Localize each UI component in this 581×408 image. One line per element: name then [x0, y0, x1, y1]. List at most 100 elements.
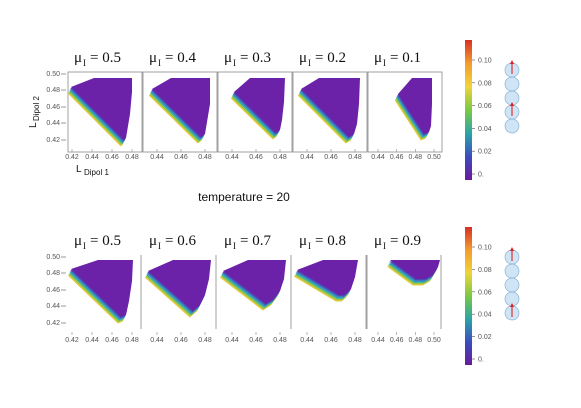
feasible-region: [148, 260, 211, 311]
panel-frame: [292, 71, 368, 153]
y-tick-label: 0.48: [46, 87, 60, 94]
x-tick-label: 0.46: [105, 337, 119, 344]
panel-title-sub: I: [158, 58, 161, 68]
feasible-region: [223, 260, 286, 304]
x-tick-label: 0.46: [324, 337, 338, 344]
panel-frame: [217, 71, 293, 153]
colorbar-tick-label: 0.04: [478, 126, 492, 133]
x-tick-label: 0.44: [150, 337, 164, 344]
y-axis-label-sub: Dipol 2: [32, 96, 41, 121]
panel-title-value: = 0.3: [240, 50, 271, 66]
x-tick-label: 0.48: [198, 154, 212, 161]
panel-title-value: = 0.8: [315, 233, 346, 249]
x-axis-label-main: L: [76, 164, 82, 175]
x-tick-label: 0.48: [348, 154, 362, 161]
panel-title-mu: μ: [149, 233, 157, 249]
panel-top-2: μ I = 0.4 0.44 0.46 0.48: [142, 50, 218, 161]
colorbar-tick-label: 0.10: [478, 58, 492, 65]
x-tick-label: 0.42: [65, 337, 79, 344]
feasible-region: [390, 260, 440, 279]
x-tick-label: 0.48: [198, 337, 212, 344]
feasible-region: [297, 260, 358, 295]
x-tick-label: 0.42: [65, 154, 79, 161]
x-tick-label: 0.46: [174, 154, 188, 161]
colorbar: [465, 227, 472, 365]
panel-bottom-1: μ I = 0.5 0.42 0.44 0.46 0.48: [65, 233, 142, 344]
panel-top-5: μ I = 0.1 0.44 0.46 0.48 0.50: [367, 50, 443, 161]
panel-title-sub: I: [383, 58, 386, 68]
x-tick-label: 0.44: [300, 337, 314, 344]
panel-title-value: = 0.9: [390, 233, 421, 249]
bead: [504, 118, 520, 134]
colorbar-tick-label: 0.02: [478, 149, 492, 156]
dipole-arrow-head: [510, 102, 514, 106]
x-tick-label: 0.48: [409, 337, 423, 344]
x-tick-label: 0.48: [348, 337, 362, 344]
dipole-arrow-head: [510, 60, 514, 64]
x-tick-label: 0.44: [85, 154, 99, 161]
x-tick-label: 0.46: [174, 337, 188, 344]
panel-title-value: = 0.5: [90, 50, 121, 66]
panel-top-3: μ I = 0.3 0.44 0.46 0.48: [217, 50, 293, 161]
bead: [504, 76, 520, 92]
x-tick-label: 0.44: [225, 154, 239, 161]
panel-title-value: = 0.6: [165, 233, 196, 249]
feasible-region: [71, 260, 133, 317]
colorbar-tick-label: 0.: [478, 172, 484, 179]
panel-title-mu: μ: [149, 50, 157, 66]
x-tick-label: 0.44: [371, 154, 385, 161]
panel-title-mu: μ: [299, 233, 307, 249]
panel-frame: [67, 71, 143, 153]
panel-frame: [367, 71, 443, 153]
colorbar-tick-label: 0.04: [478, 312, 492, 319]
colorbar-tick-label: 0.10: [478, 245, 492, 252]
panel-title-sub: I: [158, 241, 161, 251]
x-tick-label: 0.44: [371, 337, 385, 344]
panel-title-mu: μ: [224, 50, 232, 66]
panel-title-sub: I: [83, 58, 86, 68]
y-tick-label: 0.42: [46, 137, 60, 144]
colorbar-tick-label: 0.08: [478, 80, 492, 87]
colorbar-tick-label: 0.06: [478, 103, 492, 110]
panel-title-value: = 0.5: [90, 233, 121, 249]
x-tick-label: 0.44: [85, 337, 99, 344]
y-tick-label: 0.42: [46, 320, 60, 327]
x-tick-label: 0.50: [427, 337, 441, 344]
y-tick-label: 0.50: [46, 71, 60, 78]
panel-title-sub: I: [233, 58, 236, 68]
x-tick-label: 0.50: [427, 154, 441, 161]
colorbar-tick-label: 0.06: [478, 289, 492, 296]
panel-title-value: = 0.4: [165, 50, 196, 66]
panel-bottom-3: μ I = 0.7 0.44 0.46 0.48: [219, 233, 292, 344]
x-tick-label: 0.44: [300, 154, 314, 161]
feasible-region: [398, 78, 432, 134]
x-tick-label: 0.46: [249, 337, 263, 344]
y-tick-label: 0.44: [46, 120, 60, 127]
x-tick-label: 0.46: [390, 337, 404, 344]
panel-title-sub: I: [308, 241, 311, 251]
x-axis-label-sub: Dipol 1: [84, 168, 109, 177]
x-tick-label: 0.48: [273, 337, 287, 344]
panel-frame: [142, 71, 218, 153]
y-tick-label: 0.44: [46, 303, 60, 310]
panel-title-sub: I: [83, 241, 86, 251]
x-tick-label: 0.48: [409, 154, 423, 161]
x-tick-label: 0.48: [125, 154, 139, 161]
panel-title-mu: μ: [374, 50, 382, 66]
x-tick-label: 0.46: [249, 154, 263, 161]
panel-title-mu: μ: [74, 50, 82, 66]
panel-title-sub: I: [308, 58, 311, 68]
colorbar-tick-label: 0.08: [478, 267, 492, 274]
dipole-arrow-head: [510, 303, 514, 307]
panel-title-sub: I: [383, 241, 386, 251]
colorbar-tick-label: 0.02: [478, 334, 492, 341]
colorbar-tick-label: 0.: [478, 357, 484, 364]
temperature-caption: temperature = 20: [198, 190, 290, 204]
feasible-region: [301, 78, 360, 137]
colorbar: [465, 40, 472, 180]
feasible-region: [152, 78, 210, 137]
x-tick-label: 0.48: [273, 154, 287, 161]
panel-top-1: μ I = 0.5 0.42 0.44 0.46 0.48: [65, 50, 143, 161]
